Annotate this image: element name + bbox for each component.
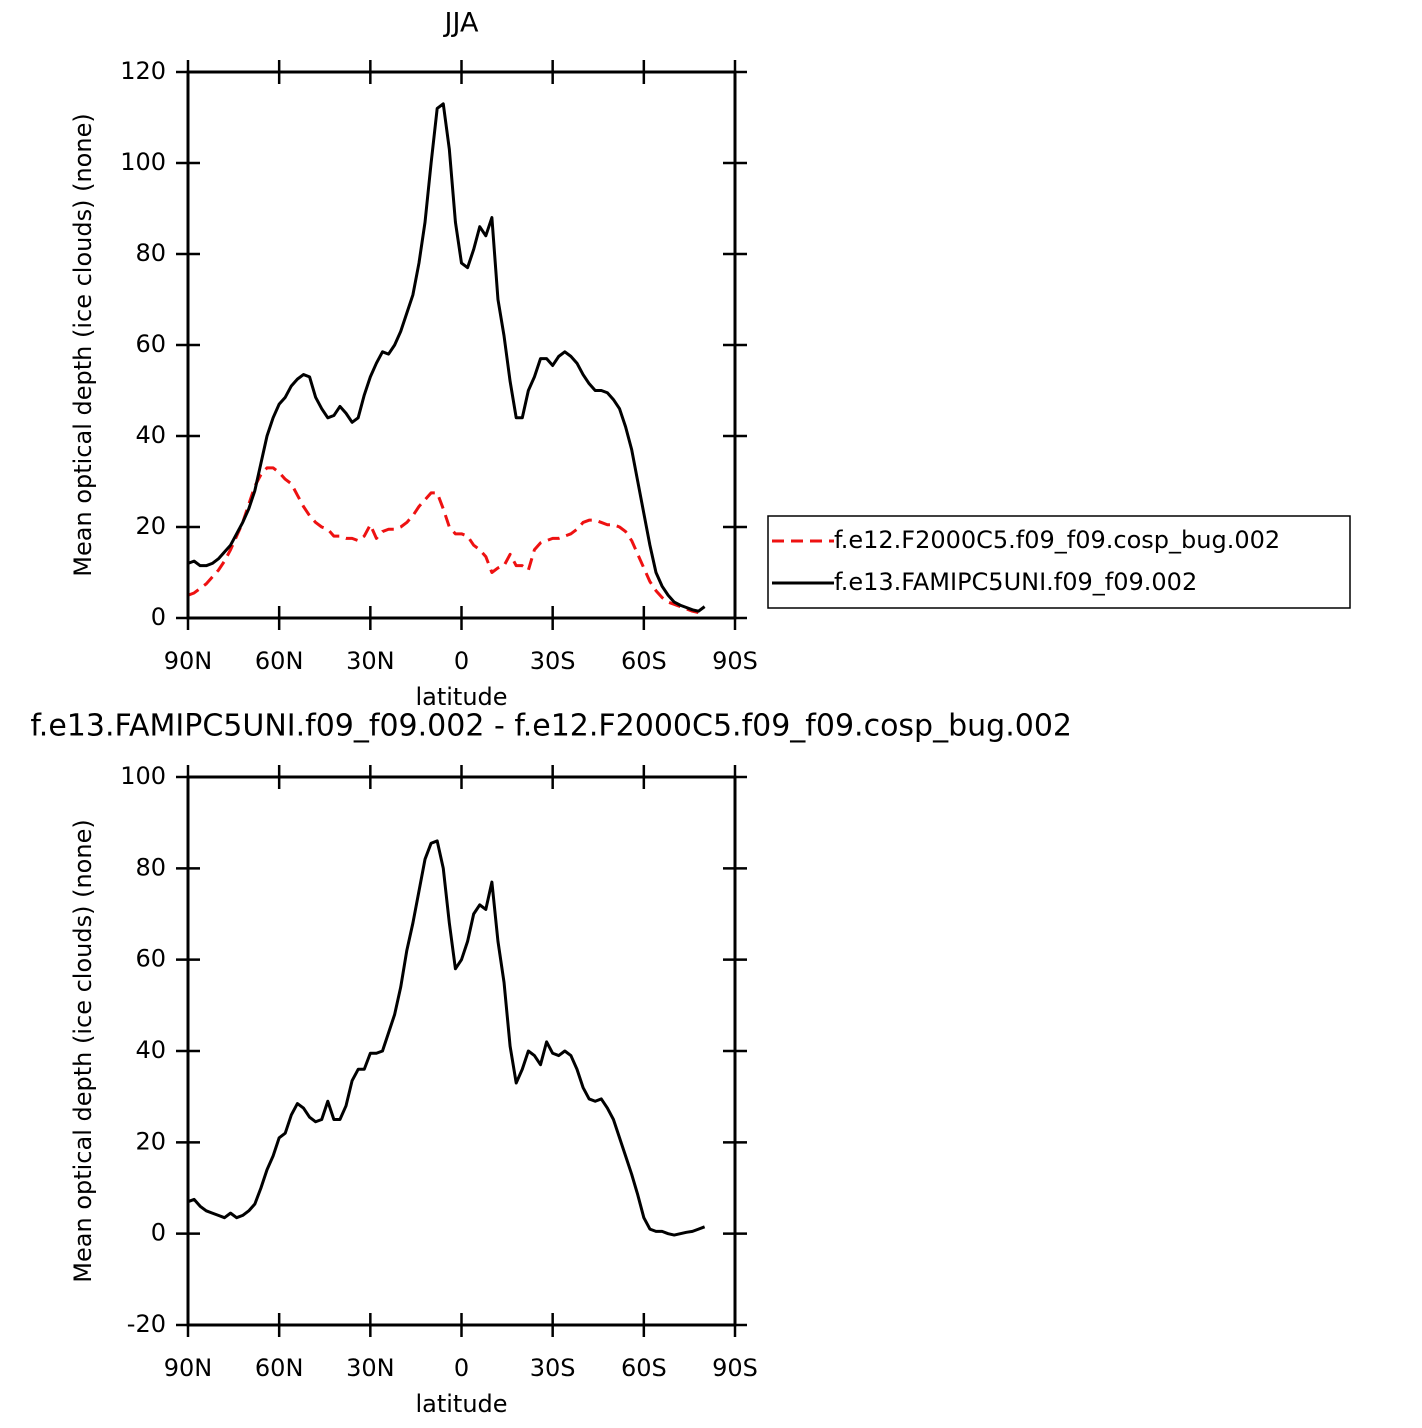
legend-label: f.e13.FAMIPC5UNI.f09_f09.002	[834, 568, 1197, 596]
y-tick-label: 40	[135, 421, 166, 449]
data-line	[187, 839, 706, 1237]
y-tick-label: 60	[135, 330, 166, 358]
x-tick-label: 0	[454, 1354, 469, 1382]
y-tick-label: 80	[135, 239, 166, 267]
data-line	[187, 466, 705, 615]
x-tick-label: 30S	[530, 1354, 576, 1382]
y-tick-label: 20	[135, 512, 166, 540]
data-line	[187, 102, 706, 613]
y-tick-label: 0	[151, 1219, 166, 1247]
x-axis-label: latitude	[415, 683, 507, 711]
x-tick-label: 60S	[621, 1354, 667, 1382]
x-tick-label: 60N	[255, 647, 304, 675]
y-axis-label: Mean optical depth (ice clouds) (none)	[69, 113, 97, 576]
x-tick-label: 30N	[346, 647, 395, 675]
x-axis-label: latitude	[415, 1390, 507, 1418]
y-tick-label: 60	[135, 945, 166, 973]
x-tick-label: 90S	[712, 1354, 758, 1382]
y-tick-label: 100	[120, 148, 166, 176]
legend-box	[767, 515, 1351, 609]
y-axis-label: Mean optical depth (ice clouds) (none)	[69, 819, 97, 1282]
y-tick-label: 0	[151, 603, 166, 631]
y-tick-label: 20	[135, 1127, 166, 1155]
plot-frame	[186, 70, 737, 620]
plot-frame	[186, 775, 737, 1327]
x-tick-label: 30S	[530, 647, 576, 675]
x-tick-label: 90S	[712, 647, 758, 675]
x-tick-label: 90N	[164, 647, 213, 675]
y-tick-label: 100	[120, 762, 166, 790]
x-tick-label: 60S	[621, 647, 667, 675]
y-tick-label: -20	[127, 1310, 166, 1338]
x-tick-label: 60N	[255, 1354, 304, 1382]
legend-label: f.e12.F2000C5.f09_f09.cosp_bug.002	[834, 526, 1280, 554]
y-tick-label: 40	[135, 1036, 166, 1064]
x-tick-label: 90N	[164, 1354, 213, 1382]
chart-title: JJA	[443, 8, 479, 39]
chart-title: f.e13.FAMIPC5UNI.f09_f09.002 - f.e12.F20…	[30, 709, 1072, 744]
y-tick-label: 120	[120, 57, 166, 85]
x-tick-label: 0	[454, 647, 469, 675]
y-tick-label: 80	[135, 853, 166, 881]
x-tick-label: 30N	[346, 1354, 395, 1382]
